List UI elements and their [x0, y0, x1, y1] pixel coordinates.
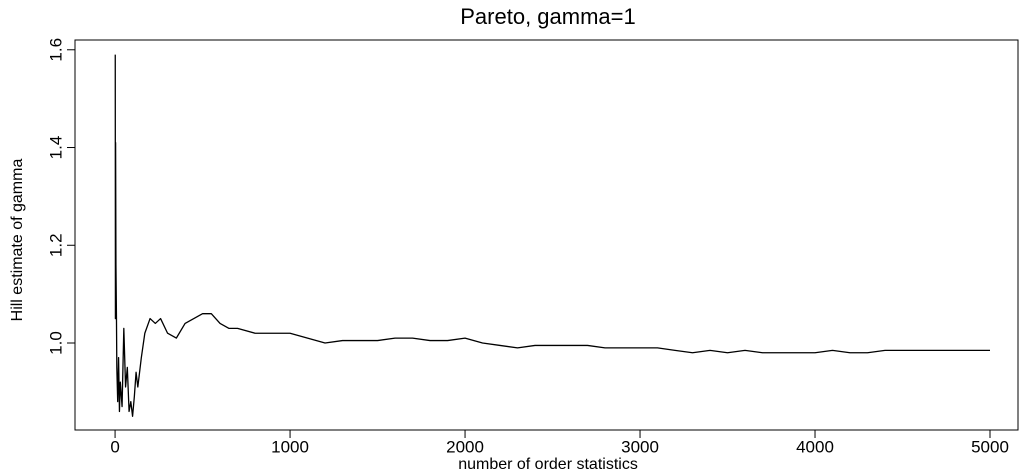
x-tick-label: 2000 — [446, 437, 484, 456]
y-tick-label: 1.2 — [46, 233, 65, 257]
y-axis-label: Hill estimate of gamma — [9, 159, 26, 322]
x-tick-label: 3000 — [621, 437, 659, 456]
y-tick-label: 1.0 — [46, 331, 65, 355]
y-tick-label: 1.4 — [46, 136, 65, 160]
y-tick-label: 1.6 — [46, 38, 65, 62]
x-tick-label: 1000 — [271, 437, 309, 456]
chart-title: Pareto, gamma=1 — [460, 4, 635, 29]
x-tick-label: 4000 — [796, 437, 834, 456]
series-line — [114, 54, 990, 417]
x-tick-label: 5000 — [971, 437, 1009, 456]
plot-frame — [74, 39, 1019, 431]
x-tick-label: 0 — [110, 437, 119, 456]
x-axis-label: number of order statistics — [458, 456, 638, 473]
